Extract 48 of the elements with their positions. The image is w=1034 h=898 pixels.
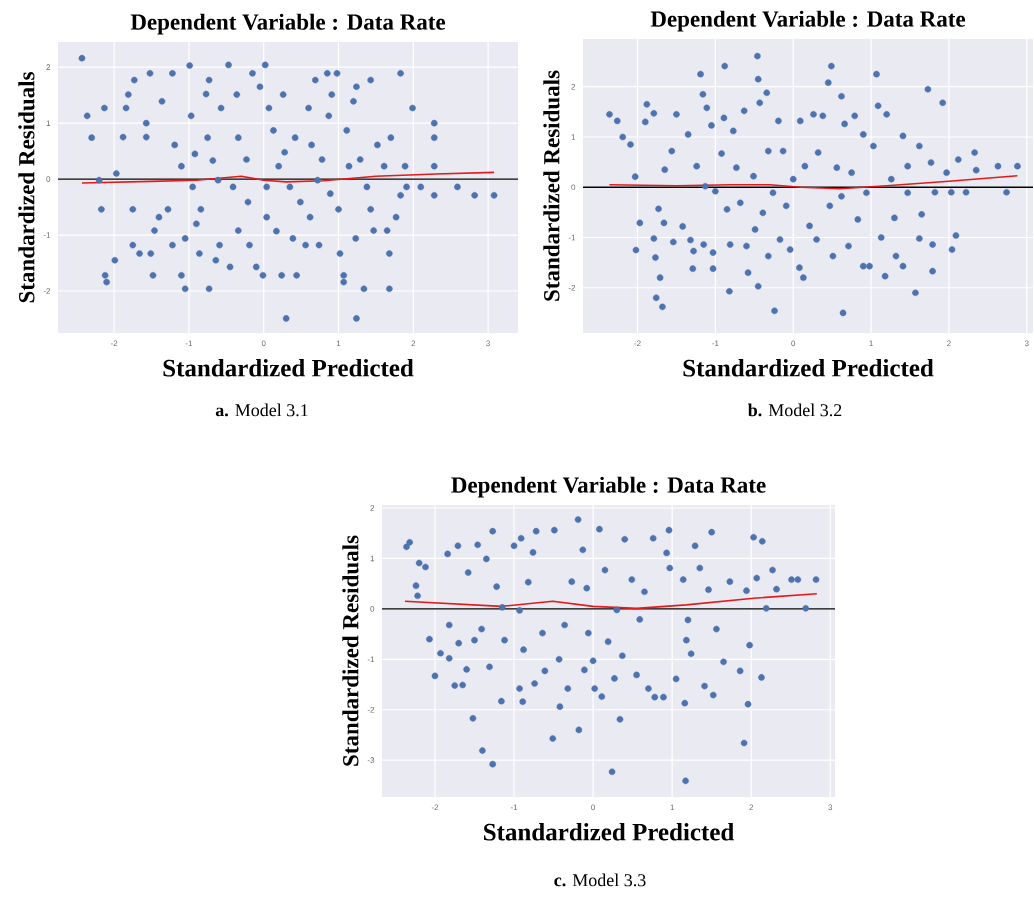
y-tick-label: -2 [367, 706, 375, 713]
text: b. Model 3.2 [747, 403, 842, 417]
x-tick-label: 2 [749, 804, 754, 811]
x-tick-label: 1 [670, 804, 674, 811]
y-tick-label: 0 [370, 606, 375, 612]
x-tick-label: -2 [431, 804, 439, 811]
y-tick-label: -2 [43, 288, 51, 294]
chart-title: Dependent Variable : Data Rate [451, 476, 766, 498]
x-tick-label: -1 [185, 340, 193, 346]
text: c. Model 3.3 [554, 873, 646, 887]
y-tick-label: 0 [46, 176, 51, 182]
x-tick-label: 3 [828, 804, 833, 811]
y-axis-title: Standardized Residuals [543, 70, 560, 301]
x-tick-label: -2 [110, 340, 118, 347]
text: a. Model 3.1 [215, 403, 308, 417]
x-tick-label: 0 [791, 340, 796, 347]
y-tick-label: 0 [571, 184, 576, 191]
x-tick-label: -1 [712, 340, 719, 346]
x-tick-label: -1 [510, 804, 518, 811]
line-series [404, 592, 818, 610]
y-tick-label: -1 [367, 656, 375, 663]
y-tick-label: 1 [571, 134, 576, 140]
chart-title: Dependent Variable : Data Rate [650, 10, 966, 32]
y-tick-label: -1 [43, 232, 51, 238]
y-tick-label: 2 [370, 505, 375, 511]
x-axis-title: Standardized Predicted [484, 823, 735, 841]
line-series [608, 174, 1019, 190]
y-tick-label: 1 [46, 120, 51, 126]
x-tick-label: 0 [261, 340, 266, 347]
y-tick-label: -3 [367, 757, 375, 763]
x-tick-label: 1 [336, 340, 341, 346]
x-axis-title: Standardized Predicted [163, 359, 414, 377]
x-tick-label: 1 [869, 340, 873, 346]
y-tick-label: 1 [370, 555, 375, 562]
chart-title: Dependent Variable : Data Rate [130, 13, 446, 35]
x-axis-title: Standardized Predicted [683, 359, 934, 377]
y-tick-label: -1 [568, 234, 576, 241]
y-tick-label: 2 [46, 64, 51, 70]
x-tick-label: 3 [486, 340, 490, 347]
x-tick-label: 2 [947, 340, 951, 347]
x-tick-label: -2 [634, 340, 641, 347]
x-tick-label: 0 [591, 804, 596, 811]
y-tick-label: 2 [571, 83, 576, 90]
x-tick-label: 2 [411, 340, 416, 347]
y-tick-label: -2 [568, 284, 576, 291]
y-axis-title: Standardized Residuals [18, 72, 35, 303]
x-tick-label: 3 [1024, 340, 1029, 347]
y-axis-title: Standardized Residuals [342, 535, 359, 766]
